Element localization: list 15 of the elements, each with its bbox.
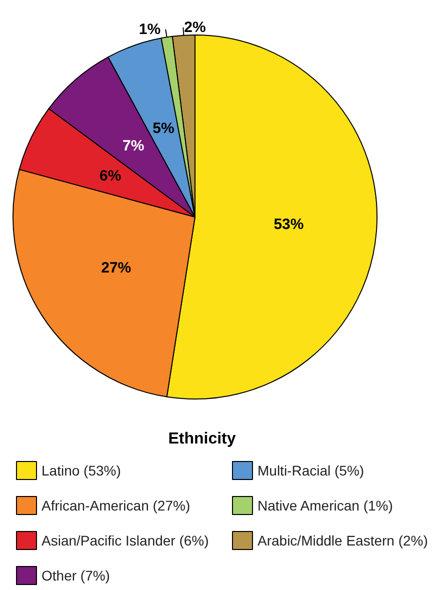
legend-label: Native American (1%) (258, 498, 393, 514)
legend-title: Ethnicity (168, 430, 236, 448)
data-label: 2% (184, 18, 206, 36)
legend-label: Other (7%) (42, 568, 110, 584)
legend-label: Arabic/Middle Eastern (2%) (258, 532, 428, 548)
data-label: 53% (274, 216, 304, 233)
legend-label: Asian/Pacific Islander (6%) (42, 532, 209, 548)
legend-label: Latino (53%) (42, 462, 121, 478)
data-label: 5% (152, 120, 174, 137)
legend-label: African-American (27%) (42, 498, 190, 514)
data-label: 1% (138, 20, 161, 38)
legend-label: Multi-Racial (5%) (258, 462, 364, 478)
data-label: 6% (100, 168, 122, 185)
data-label: 7% (122, 138, 144, 155)
data-label: 27% (101, 260, 132, 277)
